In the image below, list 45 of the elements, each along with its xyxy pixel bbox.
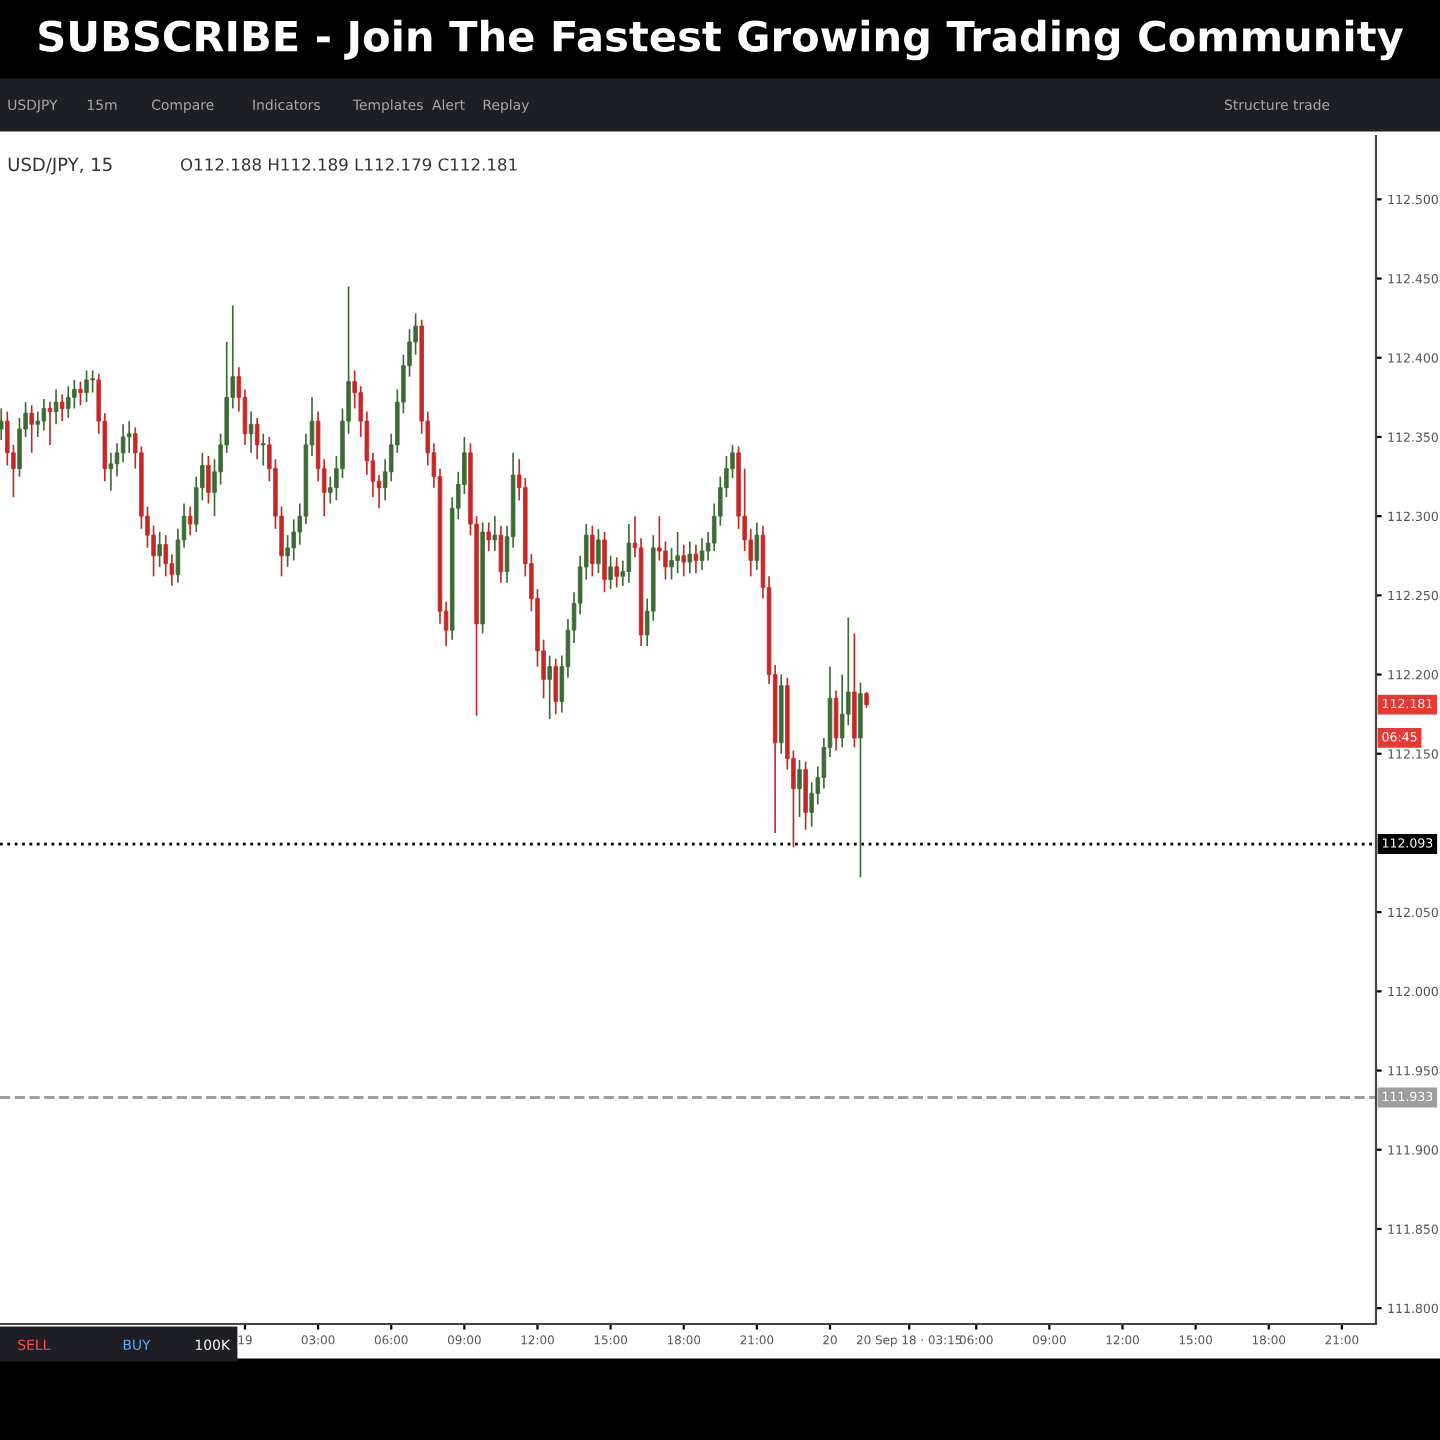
candlestick <box>602 531 607 594</box>
text: SUBSCRIBE - Join The Fastest Growing Trading Community <box>39 19 1404 61</box>
candlestick <box>547 654 552 720</box>
candlestick <box>852 632 857 749</box>
candlestick <box>590 524 595 578</box>
candlestick <box>78 380 83 407</box>
candlestick <box>108 451 114 492</box>
candlestick <box>797 759 802 818</box>
candlestick <box>29 404 34 454</box>
candlestick <box>675 531 680 575</box>
candlestick <box>254 417 260 460</box>
candlestick <box>833 689 839 752</box>
candlestick <box>596 527 601 575</box>
candlestick <box>53 388 59 426</box>
candlestick <box>687 540 693 575</box>
candlestick <box>0 407 4 441</box>
candlestick <box>693 543 699 575</box>
candlestick <box>90 369 95 394</box>
text: O112.188 H112.189 L112.179 C112.181 <box>180 158 517 171</box>
candlestick <box>492 515 498 552</box>
candlestick <box>614 556 619 589</box>
candlestick <box>681 543 686 578</box>
candlestick <box>206 455 211 505</box>
text: USD/JPY, 15 <box>8 157 112 175</box>
candlestick <box>626 523 632 584</box>
candlestick <box>803 760 808 831</box>
candlestick <box>66 385 71 419</box>
candlestick <box>41 398 47 432</box>
candlestick <box>486 521 491 552</box>
candlestick <box>187 505 193 537</box>
candlestick <box>248 410 254 454</box>
candlestick <box>553 657 559 715</box>
candlestick <box>84 369 89 403</box>
candlestick <box>59 393 65 422</box>
candlestick <box>72 379 77 410</box>
candlestick <box>699 537 705 571</box>
candlestick <box>261 432 266 467</box>
candlestick <box>47 401 53 446</box>
candlestick <box>858 681 863 879</box>
candlestick <box>163 534 168 578</box>
candlestick <box>608 554 613 590</box>
candlestick <box>498 524 504 584</box>
candlestick <box>754 521 760 571</box>
candlestick <box>126 420 132 454</box>
candlestick <box>157 531 162 568</box>
